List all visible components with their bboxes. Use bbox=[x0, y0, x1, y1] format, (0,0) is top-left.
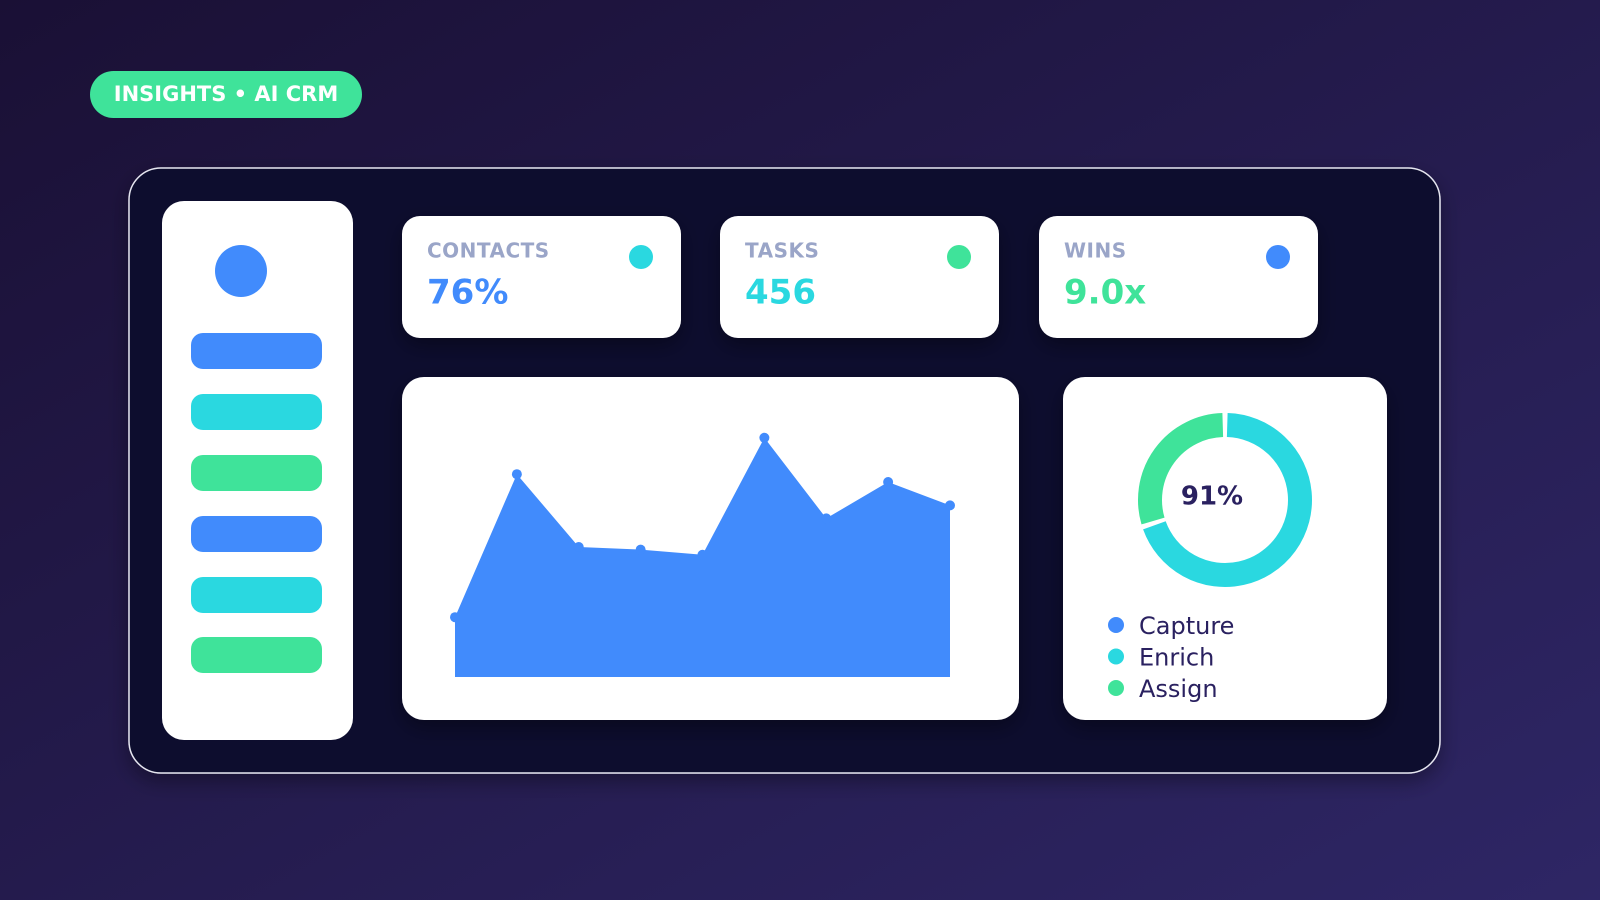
charts: Capture Enrich Assign 91% bbox=[450, 413, 1312, 703]
kpi-label: TASKS bbox=[745, 239, 819, 263]
donut-segment bbox=[1138, 413, 1224, 525]
nav-item[interactable] bbox=[191, 577, 322, 613]
legend-label: Enrich bbox=[1139, 644, 1214, 672]
kpi-dot bbox=[947, 245, 971, 269]
kpi-value: 9.0x bbox=[1064, 273, 1146, 313]
kpi-value: 456 bbox=[745, 273, 816, 313]
legend-dot bbox=[1108, 617, 1124, 633]
kpi-dot bbox=[629, 245, 653, 269]
kpi-value: 76% bbox=[427, 273, 508, 313]
point bbox=[883, 477, 894, 487]
kpi-label: WINS bbox=[1064, 239, 1127, 263]
kpi-card bbox=[720, 216, 999, 338]
legend-label: Capture bbox=[1139, 612, 1234, 640]
point bbox=[450, 612, 460, 623]
point bbox=[573, 542, 584, 552]
legend-label: Assign bbox=[1139, 675, 1218, 703]
donut-card bbox=[1063, 377, 1387, 720]
nav-item[interactable] bbox=[191, 394, 322, 430]
kpi-card bbox=[402, 216, 681, 338]
point bbox=[945, 500, 955, 511]
nav-item[interactable] bbox=[191, 333, 322, 369]
point bbox=[697, 549, 708, 560]
nav-item[interactable] bbox=[191, 455, 322, 491]
donut-segment bbox=[1143, 413, 1312, 587]
kpi-card bbox=[1039, 216, 1318, 338]
nav-item[interactable] bbox=[191, 516, 322, 552]
point bbox=[635, 544, 646, 555]
point bbox=[511, 469, 522, 480]
badge bbox=[90, 71, 362, 118]
avatar[interactable] bbox=[215, 245, 267, 297]
kpi-label: CONTACTS bbox=[427, 239, 550, 263]
nav-item[interactable] bbox=[191, 637, 322, 673]
badge-text: INSIGHTS • AI CRM bbox=[114, 82, 339, 106]
legend-dot bbox=[1108, 648, 1124, 665]
donut-center-label: 91% bbox=[1181, 482, 1243, 512]
legend-dot bbox=[1108, 680, 1124, 696]
kpi-dot bbox=[1266, 245, 1290, 269]
point bbox=[759, 432, 770, 443]
point bbox=[821, 513, 832, 524]
